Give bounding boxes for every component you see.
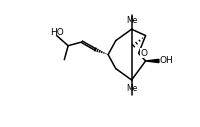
Text: O: O (140, 49, 147, 58)
Text: Me: Me (125, 16, 137, 25)
Text: OH: OH (159, 57, 172, 65)
Text: Me: Me (125, 84, 137, 93)
Text: HO: HO (50, 28, 64, 37)
Polygon shape (145, 59, 158, 63)
